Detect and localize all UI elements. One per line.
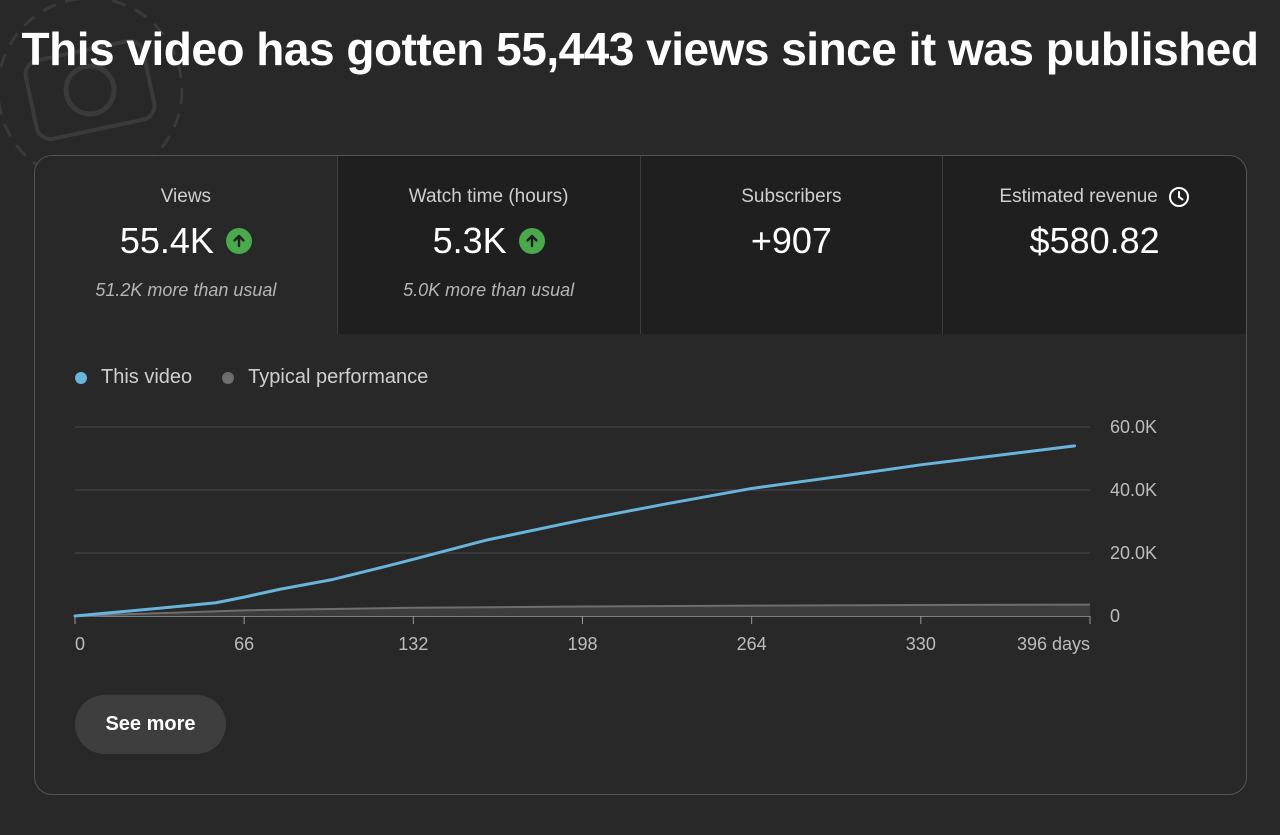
metric-tab-revenue[interactable]: Estimated revenue $580.82: [943, 156, 1246, 334]
x-tick-label: 330: [906, 634, 936, 654]
metric-value: $580.82: [943, 220, 1246, 262]
metric-title-label: Views: [160, 186, 212, 207]
page-title: This video has gotten 55,443 views since…: [21, 23, 1259, 75]
series-typical-performance-line: [74, 603, 1091, 617]
metric-title: Subscribers: [641, 186, 943, 208]
y-tick-label: 40.0K: [1110, 480, 1157, 500]
metric-subtext: 5.0K more than usual: [403, 280, 575, 300]
metric-value-label: 55.4K: [119, 220, 214, 261]
metric-value: 55.4K: [35, 220, 337, 262]
metric-tab-subscribers[interactable]: Subscribers +907: [640, 156, 944, 334]
metric-value-label: $580.82: [1029, 220, 1160, 261]
legend-label: Typical performance: [248, 366, 429, 388]
metric-tab-views[interactable]: Views 55.4K 51.2K more than usual: [35, 156, 338, 334]
legend-dot-typical: [222, 371, 235, 384]
x-tick-label: 396 days: [1017, 634, 1090, 654]
y-tick-label: 20.0K: [1110, 543, 1157, 563]
metric-value: 5.3K: [338, 220, 640, 262]
y-tick-label: 60.0K: [1110, 417, 1157, 437]
legend-label: This video: [101, 366, 193, 388]
x-tick-label: 0: [75, 634, 85, 654]
views-chart[interactable]: 60.0K 40.0K 20.0K 0 0 66 132 198 264 330 396 days: [35, 411, 1246, 661]
metric-title-label: Watch time (hours): [408, 186, 569, 207]
metric-title: Watch time (hours): [338, 186, 640, 208]
legend-dot-this-video: [75, 371, 87, 384]
legend-item-typical[interactable]: Typical performance: [222, 366, 428, 389]
metric-title-label: Subscribers: [741, 186, 842, 207]
see-more-button[interactable]: See more: [75, 695, 226, 754]
metric-title: Estimated revenue: [943, 186, 1246, 208]
series-this-video-line: [73, 444, 1077, 618]
x-tick-label: 132: [398, 634, 428, 654]
metric-value: +907: [641, 220, 943, 262]
chart-legend: This video Typical performance: [75, 366, 458, 389]
y-tick-label: 0: [1110, 606, 1120, 626]
metric-value-label: +907: [750, 220, 832, 261]
arrow-up-circle-icon: [225, 228, 252, 254]
metric-title-label: Estimated revenue: [999, 186, 1158, 207]
x-tick-label: 198: [567, 634, 597, 654]
arrow-up-circle-icon: [518, 228, 545, 254]
metric-value-label: 5.3K: [432, 220, 507, 261]
x-tick-label: 66: [234, 634, 254, 654]
metric-subtext: 51.2K more than usual: [95, 280, 277, 300]
metric-title: Views: [35, 186, 337, 208]
metric-tab-watch-time[interactable]: Watch time (hours) 5.3K 5.0K more than u…: [337, 156, 641, 334]
legend-item-this-video[interactable]: This video: [75, 366, 192, 389]
clock-icon[interactable]: [1168, 186, 1190, 208]
x-tick-label: 264: [737, 634, 767, 654]
metric-tabs: Views 55.4K 51.2K more than usual Watch …: [35, 156, 1246, 334]
series-typical-performance-area: [75, 604, 1090, 616]
analytics-card: Views 55.4K 51.2K more than usual Watch …: [34, 155, 1247, 795]
